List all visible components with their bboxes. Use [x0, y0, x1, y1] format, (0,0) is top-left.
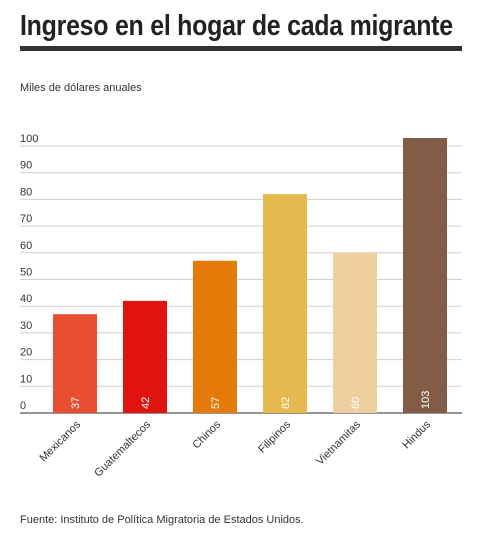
- y-tick-label: 40: [20, 293, 32, 305]
- y-tick-label: 0: [20, 400, 26, 412]
- category-label: Mexicanos: [37, 418, 83, 464]
- bar-chinos: [193, 260, 237, 413]
- bar-chart: 0 10 20 30 40 50 60 70 80 90 100 37 42 57 82 60 103 Mex…: [20, 133, 462, 479]
- category-labels: Mexicanos Guatemaltecos Chinos Filipinos Vie…: [37, 418, 433, 479]
- category-label: Vietnamitas: [314, 418, 363, 467]
- data-label: 57: [210, 397, 222, 409]
- y-axis-units-label: Miles de dólares anuales: [20, 82, 142, 94]
- category-label: Hindus: [400, 418, 433, 451]
- y-tick-label: 10: [20, 373, 32, 385]
- data-label: 37: [70, 397, 82, 409]
- y-axis-ticks: 0 10 20 30 40 50 60 70 80 90 100: [20, 133, 38, 412]
- y-tick-label: 30: [20, 320, 32, 332]
- bar-mexicanos: [53, 314, 97, 413]
- y-tick-label: 90: [20, 160, 32, 172]
- bar-vietnamitas: [333, 252, 377, 413]
- data-label: 42: [140, 397, 152, 409]
- y-tick-label: 20: [20, 347, 32, 359]
- y-tick-label: 60: [20, 240, 32, 252]
- category-label: Guatemaltecos: [92, 418, 153, 479]
- y-tick-label: 80: [20, 186, 32, 198]
- y-tick-label: 70: [20, 213, 32, 225]
- data-label: 60: [350, 397, 362, 409]
- chart-title: Ingreso en el hogar de cada migrante: [20, 10, 453, 42]
- data-label: 82: [280, 397, 292, 409]
- title-underline: [20, 46, 462, 51]
- y-tick-label: 50: [20, 267, 32, 279]
- data-labels: 37 42 57 82 60 103: [70, 391, 432, 409]
- bar-filipinos: [263, 194, 307, 413]
- y-tick-label: 100: [20, 133, 38, 145]
- source-note: Fuente: Instituto de Política Migratoria…: [20, 514, 304, 526]
- data-label: 103: [420, 391, 432, 409]
- bar-guatemaltecos: [123, 300, 167, 413]
- category-label: Chinos: [190, 418, 223, 451]
- bars: [53, 137, 447, 414]
- bar-hindus: [403, 137, 447, 414]
- category-label: Filipinos: [256, 418, 293, 455]
